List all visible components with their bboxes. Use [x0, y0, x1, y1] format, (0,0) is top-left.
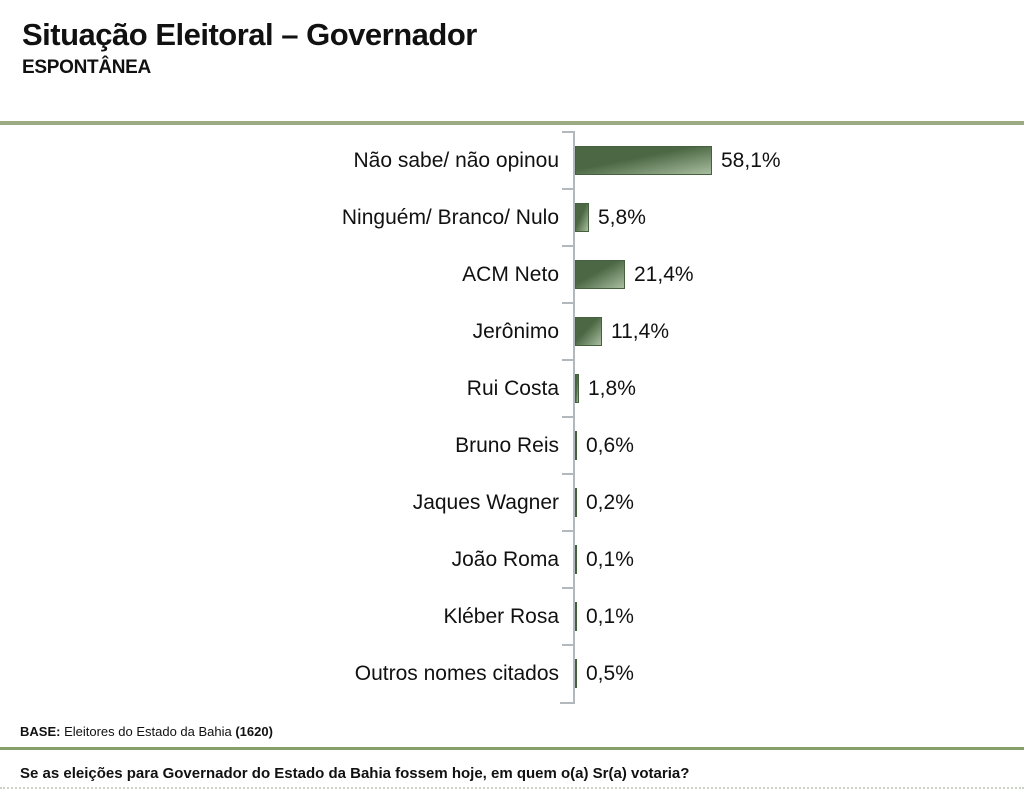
value-label: 58,1% [721, 148, 781, 172]
bar [575, 659, 577, 688]
bar [575, 203, 589, 232]
chart-row: ACM Neto 21,4% [0, 245, 1024, 303]
base-label: BASE: [20, 724, 61, 739]
category-label: ACM Neto [462, 262, 559, 286]
footer-divider [0, 747, 1024, 750]
base-text: Eleitores do Estado da Bahia [60, 724, 236, 739]
category-label: Ninguém/ Branco/ Nulo [341, 205, 559, 229]
value-label: 1,8% [588, 376, 636, 400]
chart-row: Kléber Rosa 0,1% [0, 587, 1024, 645]
slide-title: Situação Eleitoral – Governador [22, 17, 477, 52]
chart-rows: Não sabe/ não opinou 58,1% Ninguém/ Bran… [0, 131, 1024, 702]
bar [575, 374, 579, 403]
bar-chart: Não sabe/ não opinou 58,1% Ninguém/ Bran… [0, 131, 1024, 704]
value-label: 0,2% [586, 490, 634, 514]
bar [575, 488, 577, 517]
slide-subtitle: ESPONTÂNEA [22, 57, 151, 78]
base-count: (1620) [235, 724, 273, 739]
value-label: 11,4% [611, 319, 669, 343]
chart-row: Não sabe/ não opinou 58,1% [0, 131, 1024, 189]
bar-area: 5,8% [562, 188, 1024, 246]
value-label: 0,1% [586, 547, 634, 571]
bar-area: 0,5% [562, 644, 1024, 702]
value-label: 0,5% [586, 661, 634, 685]
category-label: Jaques Wagner [412, 490, 559, 514]
category-label: Outros nomes citados [354, 661, 559, 685]
footer: BASE: Eleitores do Estado da Bahia (1620… [0, 724, 1024, 782]
category-label: Jerônimo [472, 319, 559, 343]
bar-area: 11,4% [562, 302, 1024, 360]
category-label: Rui Costa [466, 376, 559, 400]
header-divider [0, 121, 1024, 125]
header: Situação Eleitoral – Governador ESPONTÂN… [0, 0, 1024, 80]
chart-row: Jerônimo 11,4% [0, 302, 1024, 360]
bar-area: 21,4% [562, 245, 1024, 303]
bar-area: 0,2% [562, 473, 1024, 531]
category-label: Não sabe/ não opinou [353, 148, 560, 172]
bar [575, 146, 712, 175]
bar-area: 0,1% [562, 530, 1024, 588]
bar [575, 545, 577, 574]
bar-area: 0,6% [562, 416, 1024, 474]
value-label: 0,1% [586, 604, 634, 628]
category-label: João Roma [451, 547, 559, 571]
bar-area: 1,8% [562, 359, 1024, 417]
value-label: 5,8% [598, 205, 646, 229]
base-note: BASE: Eleitores do Estado da Bahia (1620… [0, 724, 1024, 739]
bar-area: 58,1% [562, 131, 1024, 189]
chart-row: Bruno Reis 0,6% [0, 416, 1024, 474]
chart-row: Jaques Wagner 0,2% [0, 473, 1024, 531]
bar [575, 317, 602, 346]
value-label: 0,6% [586, 433, 634, 457]
question-text: Se as eleições para Governador do Estado… [20, 765, 690, 782]
axis-bottom-tick [560, 702, 575, 704]
value-label: 21,4% [634, 262, 694, 286]
category-label: Kléber Rosa [443, 604, 559, 628]
category-label: Bruno Reis [455, 433, 559, 457]
bar [575, 602, 577, 631]
chart-row: João Roma 0,1% [0, 530, 1024, 588]
chart-row: Rui Costa 1,8% [0, 359, 1024, 417]
chart-row: Outros nomes citados 0,5% [0, 644, 1024, 702]
bar-area: 0,1% [562, 587, 1024, 645]
bottom-dotted-line [0, 787, 1024, 789]
chart-row: Ninguém/ Branco/ Nulo 5,8% [0, 188, 1024, 246]
bar [575, 260, 625, 289]
bar [575, 431, 577, 460]
